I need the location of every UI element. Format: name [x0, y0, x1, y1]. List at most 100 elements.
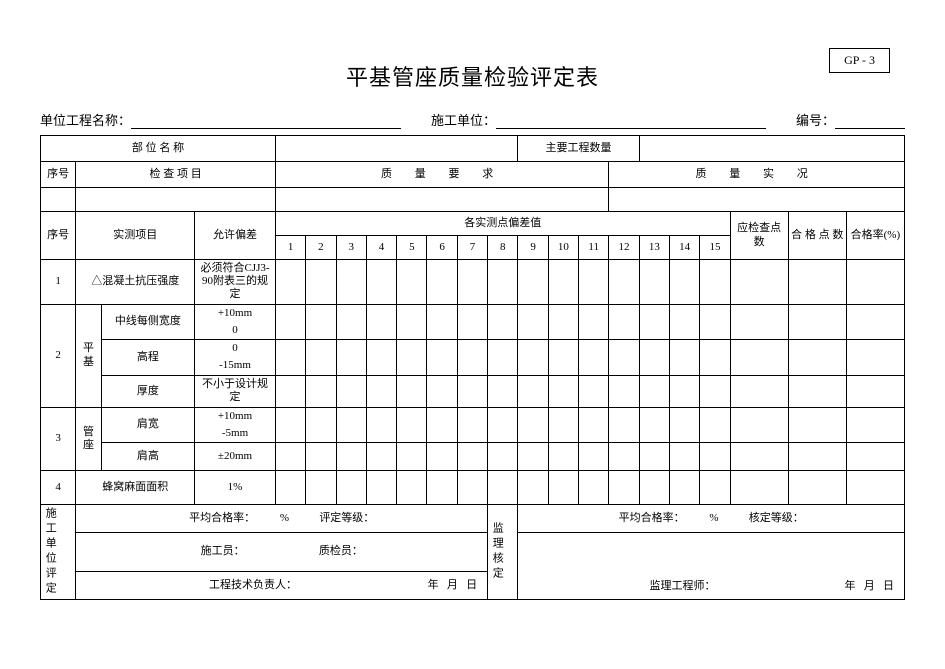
cell[interactable]	[336, 304, 366, 340]
quality-status-value[interactable]	[609, 188, 905, 212]
cell[interactable]	[548, 340, 578, 375]
cell[interactable]	[669, 375, 699, 407]
cell[interactable]	[548, 407, 578, 442]
cell[interactable]	[846, 443, 904, 471]
cell[interactable]	[457, 407, 487, 442]
cell[interactable]	[488, 340, 518, 375]
cell[interactable]	[488, 260, 518, 305]
cell[interactable]	[548, 304, 578, 340]
cell[interactable]	[700, 471, 730, 505]
cell[interactable]	[846, 407, 904, 442]
cell[interactable]	[669, 471, 699, 505]
cell[interactable]	[336, 471, 366, 505]
cell[interactable]	[846, 340, 904, 375]
cell[interactable]	[579, 304, 609, 340]
cell[interactable]	[579, 407, 609, 442]
cell[interactable]	[639, 443, 669, 471]
cell[interactable]	[579, 443, 609, 471]
cell[interactable]	[846, 304, 904, 340]
cell[interactable]	[275, 443, 305, 471]
cell[interactable]	[846, 471, 904, 505]
cell[interactable]	[518, 375, 548, 407]
cell[interactable]	[730, 471, 788, 505]
cell[interactable]	[488, 443, 518, 471]
cell[interactable]	[488, 407, 518, 442]
cell[interactable]	[457, 260, 487, 305]
cell[interactable]	[397, 260, 427, 305]
cell[interactable]	[788, 407, 846, 442]
cell[interactable]	[609, 443, 639, 471]
cell[interactable]	[730, 443, 788, 471]
cell[interactable]	[275, 304, 305, 340]
cell[interactable]	[730, 304, 788, 340]
part-name-value[interactable]	[275, 136, 518, 162]
cell[interactable]	[579, 340, 609, 375]
cell[interactable]	[488, 375, 518, 407]
cell[interactable]	[518, 407, 548, 442]
cell[interactable]	[846, 260, 904, 305]
cell[interactable]	[730, 340, 788, 375]
cell[interactable]	[488, 471, 518, 505]
cell[interactable]	[579, 471, 609, 505]
cell[interactable]	[366, 340, 396, 375]
cell[interactable]	[306, 375, 336, 407]
cell[interactable]	[275, 407, 305, 442]
cell[interactable]	[846, 375, 904, 407]
cell[interactable]	[397, 375, 427, 407]
cell[interactable]	[427, 471, 457, 505]
cell[interactable]	[306, 304, 336, 340]
cell[interactable]	[336, 340, 366, 375]
cell[interactable]	[788, 340, 846, 375]
cell[interactable]	[639, 375, 669, 407]
cell[interactable]	[639, 340, 669, 375]
cell[interactable]	[336, 443, 366, 471]
cell[interactable]	[548, 375, 578, 407]
cell[interactable]	[427, 443, 457, 471]
cell[interactable]	[700, 340, 730, 375]
cell[interactable]	[366, 260, 396, 305]
cell[interactable]	[397, 304, 427, 340]
cell[interactable]	[548, 260, 578, 305]
construction-unit-field[interactable]	[496, 113, 766, 129]
cell[interactable]	[639, 260, 669, 305]
cell[interactable]	[669, 304, 699, 340]
cell[interactable]	[427, 304, 457, 340]
cell[interactable]	[366, 407, 396, 442]
cell[interactable]	[609, 260, 639, 305]
cell[interactable]	[336, 260, 366, 305]
cell[interactable]	[275, 260, 305, 305]
cell[interactable]	[336, 407, 366, 442]
cell[interactable]	[579, 375, 609, 407]
cell[interactable]	[366, 471, 396, 505]
cell[interactable]	[397, 407, 427, 442]
cell[interactable]	[669, 407, 699, 442]
cell[interactable]	[639, 407, 669, 442]
project-name-field[interactable]	[131, 113, 401, 129]
cell[interactable]	[700, 443, 730, 471]
cell[interactable]	[427, 340, 457, 375]
cell[interactable]	[609, 407, 639, 442]
cell[interactable]	[518, 304, 548, 340]
cell[interactable]	[275, 471, 305, 505]
cell[interactable]	[788, 260, 846, 305]
cell[interactable]	[336, 375, 366, 407]
cell[interactable]	[609, 471, 639, 505]
cell[interactable]	[306, 443, 336, 471]
cell[interactable]	[788, 443, 846, 471]
cell[interactable]	[518, 340, 548, 375]
cell[interactable]	[488, 304, 518, 340]
cell[interactable]	[457, 443, 487, 471]
cell[interactable]	[306, 340, 336, 375]
cell[interactable]	[457, 375, 487, 407]
cell[interactable]	[669, 340, 699, 375]
cell[interactable]	[700, 304, 730, 340]
cell[interactable]	[639, 471, 669, 505]
cell[interactable]	[306, 471, 336, 505]
cell[interactable]	[700, 375, 730, 407]
cell[interactable]	[427, 407, 457, 442]
cell[interactable]	[457, 471, 487, 505]
cell[interactable]	[397, 443, 427, 471]
cell[interactable]	[548, 443, 578, 471]
cell[interactable]	[457, 304, 487, 340]
cell[interactable]	[700, 407, 730, 442]
